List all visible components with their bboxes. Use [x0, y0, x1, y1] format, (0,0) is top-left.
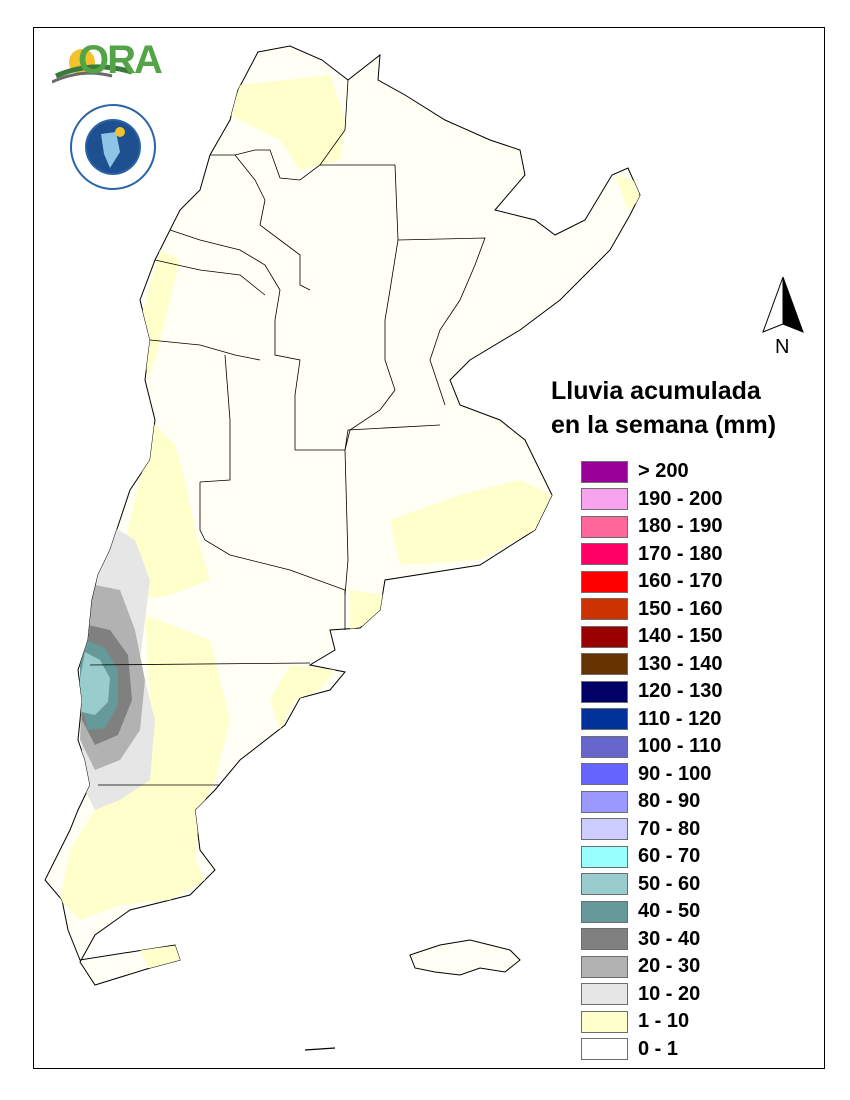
- ora-logo-text: ORA: [78, 38, 163, 82]
- legend-swatch: [581, 488, 628, 511]
- legend-item: 160 - 170: [581, 568, 723, 596]
- isla-de-los-estados: [304, 1047, 336, 1051]
- legend-item: 20 - 30: [581, 953, 723, 981]
- legend-label: 80 - 90: [638, 790, 701, 813]
- legend-swatch: [581, 680, 628, 703]
- legend-label: 30 - 40: [638, 927, 701, 950]
- legend-title: Lluvia acumulada en la semana (mm): [551, 374, 776, 442]
- legend-label: 150 - 160: [638, 597, 723, 620]
- legend-item: 60 - 70: [581, 843, 723, 871]
- province-borders: [89, 79, 486, 786]
- ora-logo-icon: [52, 49, 133, 84]
- legend-item: 180 - 190: [581, 513, 723, 541]
- legend-swatch: [581, 983, 628, 1006]
- legend-label: > 200: [638, 460, 689, 483]
- legend-item: 140 - 150: [581, 623, 723, 651]
- legend-label: 50 - 60: [638, 872, 701, 895]
- legend-swatch: [581, 845, 628, 868]
- legend-swatch: [581, 900, 628, 923]
- legend-title-line1: Lluvia acumulada: [551, 377, 761, 405]
- legend-item: 30 - 40: [581, 926, 723, 954]
- legend-item: 0 - 1: [581, 1036, 723, 1064]
- legend-item: 40 - 50: [581, 898, 723, 926]
- legend-swatch: [581, 543, 628, 566]
- legend-item: 110 - 120: [581, 706, 723, 734]
- legend-label: 160 - 170: [638, 570, 723, 593]
- legend-swatch: [581, 955, 628, 978]
- legend-item: 170 - 180: [581, 541, 723, 569]
- legend-label: 110 - 120: [638, 707, 722, 730]
- legend-label: 10 - 20: [638, 982, 701, 1005]
- legend-swatch: [581, 1038, 628, 1061]
- malvinas-islands: [409, 939, 521, 976]
- legend-label: 140 - 150: [638, 625, 723, 648]
- legend-item: 70 - 80: [581, 816, 723, 844]
- legend-swatch: [581, 625, 628, 648]
- legend-label: 20 - 30: [638, 955, 701, 978]
- legend-label: 0 - 1: [638, 1037, 679, 1060]
- legend-item: 90 - 100: [581, 761, 723, 789]
- legend-label: 170 - 180: [638, 542, 723, 565]
- legend-item: 50 - 60: [581, 871, 723, 899]
- legend-swatch: [581, 708, 628, 731]
- legend-swatch: [581, 928, 628, 951]
- legend-item: 1 - 10: [581, 1008, 723, 1036]
- legend-swatch: [581, 460, 628, 483]
- legend-title-line2: en la semana (mm): [551, 411, 777, 439]
- legend-item: 100 - 110: [581, 733, 723, 761]
- legend-swatch: [581, 873, 628, 896]
- legend-label: 60 - 70: [638, 845, 701, 868]
- legend-label: 180 - 190: [638, 515, 723, 538]
- smn-seal-icon: [70, 104, 156, 190]
- legend-swatch: [581, 515, 628, 538]
- legend-item: 80 - 90: [581, 788, 723, 816]
- legend-item: 130 - 140: [581, 651, 723, 679]
- legend-item: > 200: [581, 458, 723, 486]
- legend-item: 10 - 20: [581, 981, 723, 1009]
- legend-label: 90 - 100: [638, 762, 712, 785]
- legend-item: 190 - 200: [581, 486, 723, 514]
- legend-swatch: [581, 763, 628, 786]
- legend-swatch: [581, 653, 628, 676]
- legend-swatch: [581, 570, 628, 593]
- legend-label: 120 - 130: [638, 680, 723, 703]
- zone-50-60: [78, 652, 110, 715]
- legend-item: 150 - 160: [581, 596, 723, 624]
- north-arrow-icon: [762, 276, 804, 333]
- legend-swatch: [581, 790, 628, 813]
- legend-swatch: [581, 818, 628, 841]
- legend-label: 130 - 140: [638, 652, 723, 675]
- legend: > 200 190 - 200 180 - 190 170 - 180 160 - 17…: [581, 458, 723, 1063]
- legend-swatch: [581, 735, 628, 758]
- legend-label: 70 - 80: [638, 817, 701, 840]
- legend-label: 100 - 110: [638, 735, 722, 758]
- legend-label: 190 - 200: [638, 487, 723, 510]
- legend-swatch: [581, 1010, 628, 1033]
- legend-label: 40 - 50: [638, 900, 701, 923]
- legend-item: 120 - 130: [581, 678, 723, 706]
- legend-swatch: [581, 598, 628, 621]
- legend-label: 1 - 10: [638, 1010, 690, 1033]
- north-label: N: [775, 336, 790, 358]
